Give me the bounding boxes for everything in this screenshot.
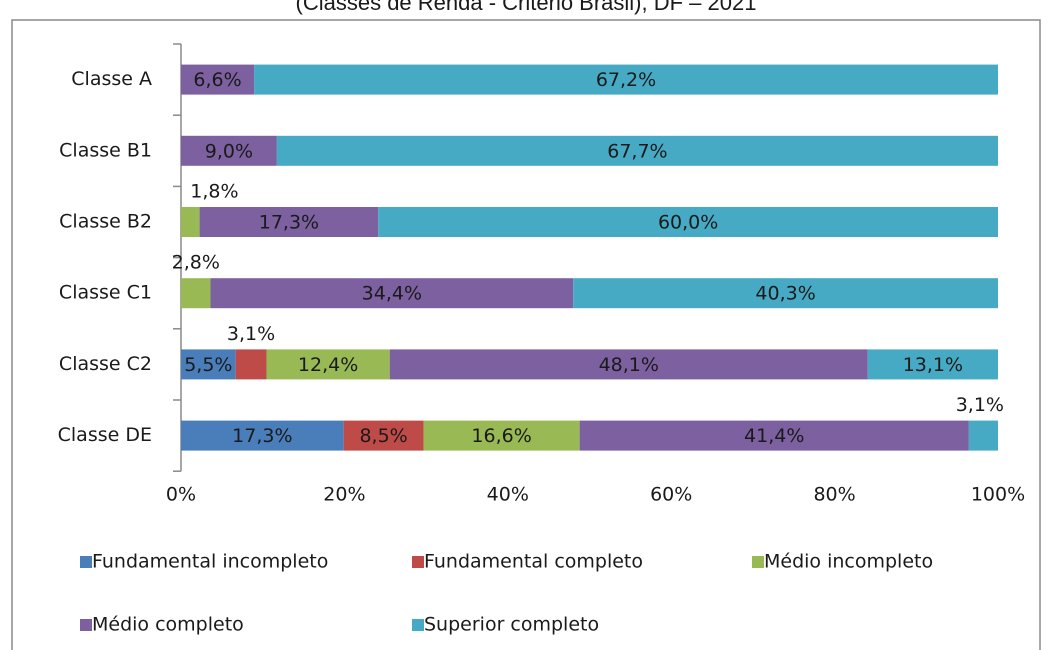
x-tick-label: 20% xyxy=(323,484,365,506)
data-label: 34,4% xyxy=(362,283,422,305)
bar-segment xyxy=(573,278,998,309)
data-label: 60,0% xyxy=(658,212,718,234)
bar-segment xyxy=(181,135,277,166)
data-label: 40,3% xyxy=(755,283,815,305)
category-label: Classe A xyxy=(71,68,152,90)
x-tick-label: 40% xyxy=(487,484,529,506)
category-label: Classe DE xyxy=(58,424,152,446)
bar-segment xyxy=(181,349,236,380)
chart-title: (Classes de Renda - Critério Brasil), DF… xyxy=(296,0,757,15)
bar-segment xyxy=(389,349,868,380)
bar-segment xyxy=(968,420,998,451)
data-label: 48,1% xyxy=(599,354,659,376)
legend-swatch xyxy=(412,556,424,568)
data-label: 5,5% xyxy=(184,354,232,376)
chart-border xyxy=(11,19,1041,650)
data-label: 6,6% xyxy=(193,69,241,91)
legend-label: Médio incompleto xyxy=(764,551,933,573)
bar-segment xyxy=(181,64,255,95)
data-label: 67,2% xyxy=(596,69,656,91)
bar-segment xyxy=(266,349,390,380)
data-label: 17,3% xyxy=(259,212,319,234)
data-label: 2,8% xyxy=(172,252,220,274)
data-label: 16,6% xyxy=(471,425,531,447)
bar-segment xyxy=(276,135,998,166)
legend-swatch xyxy=(80,556,92,568)
x-tick-label: 60% xyxy=(650,484,692,506)
legend-swatch xyxy=(80,619,92,631)
legend-label: Fundamental incompleto xyxy=(92,551,328,573)
category-label: Classe C1 xyxy=(59,282,152,304)
bar-segment xyxy=(210,278,574,309)
bar-segment xyxy=(235,349,267,380)
bar-segment xyxy=(254,64,998,95)
category-label: Classe B2 xyxy=(59,211,152,233)
x-tick-label: 100% xyxy=(971,484,1025,506)
legend-swatch xyxy=(752,556,764,568)
bar-segment xyxy=(378,207,998,237)
x-tick-label: 80% xyxy=(813,484,855,506)
legend-label: Superior completo xyxy=(424,614,599,636)
bar-segment xyxy=(181,420,344,451)
data-label: 12,4% xyxy=(298,354,358,376)
category-label: Classe C2 xyxy=(59,353,152,375)
data-label: 9,0% xyxy=(205,140,253,162)
x-tick-label: 0% xyxy=(166,484,196,506)
category-label: Classe B1 xyxy=(59,139,152,161)
legend-label: Médio completo xyxy=(92,614,244,636)
data-label: 1,8% xyxy=(190,181,238,203)
data-label: 13,1% xyxy=(903,354,963,376)
data-label: 17,3% xyxy=(232,425,292,447)
legend-label: Fundamental completo xyxy=(424,551,643,573)
data-label: 67,7% xyxy=(607,140,667,162)
data-label: 41,4% xyxy=(744,425,804,447)
bar-segment xyxy=(867,349,998,380)
legend-swatch xyxy=(412,619,424,631)
bar-segment xyxy=(423,420,580,451)
data-label: 3,1% xyxy=(956,394,1004,416)
bar-segment xyxy=(181,278,211,309)
bar-segment xyxy=(181,207,200,237)
bar-segment xyxy=(343,420,424,451)
data-label: 3,1% xyxy=(227,323,275,345)
bar-segment xyxy=(579,420,969,451)
data-label: 8,5% xyxy=(359,425,407,447)
bar-segment xyxy=(199,207,379,237)
